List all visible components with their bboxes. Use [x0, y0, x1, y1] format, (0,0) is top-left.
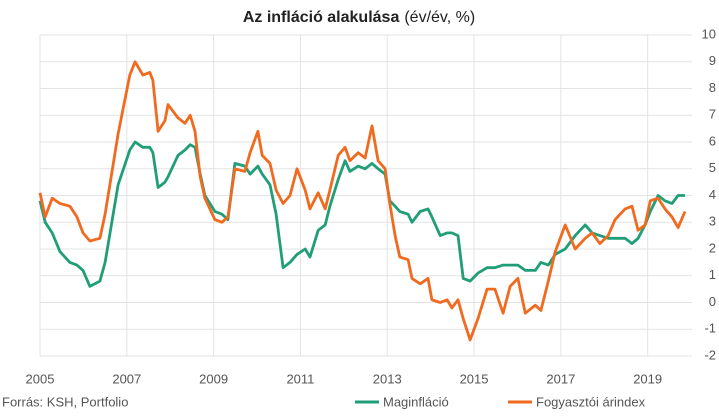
source: Forrás: KSH, Portfolio	[2, 394, 128, 409]
x-tick-label: 2007	[112, 371, 141, 386]
series-line	[38, 60, 687, 342]
y-tick-label: -2	[704, 347, 716, 362]
y-tick-label: 1	[709, 267, 716, 282]
x-tick-label: 2017	[546, 371, 575, 386]
chart-title-group: Az infláció alakulása (év/év, %)	[243, 9, 475, 26]
x-tick-label: 2015	[460, 371, 489, 386]
y-tick-label: 4	[709, 187, 716, 202]
legend-label: Fogyasztói árindex	[536, 394, 646, 409]
y-tick-label: 6	[709, 133, 716, 148]
x-tick-label: 2019	[633, 371, 662, 386]
y-tick-label: 5	[709, 160, 716, 175]
y-tick-label: 0	[709, 294, 716, 309]
y-tick-label: 10	[702, 26, 716, 41]
series-line	[38, 140, 685, 288]
y-tick-label: 8	[709, 80, 716, 95]
x-tick-label: 2005	[26, 371, 55, 386]
y-tick-label: 9	[709, 53, 716, 68]
x-tick-label: 2009	[199, 371, 228, 386]
chart-subtitle: (év/év, %)	[404, 9, 475, 26]
y-tick-label: -1	[704, 321, 716, 336]
x-tick-label: 2013	[373, 371, 402, 386]
y-tick-label: 3	[709, 214, 716, 229]
legend-label: Maginfláció	[383, 394, 449, 409]
y-tick-label: 7	[709, 107, 716, 122]
y-tick-label: 2	[709, 240, 716, 255]
chart-title: Az infláció alakulása	[243, 9, 400, 26]
x-tick-label: 2011	[286, 371, 314, 386]
